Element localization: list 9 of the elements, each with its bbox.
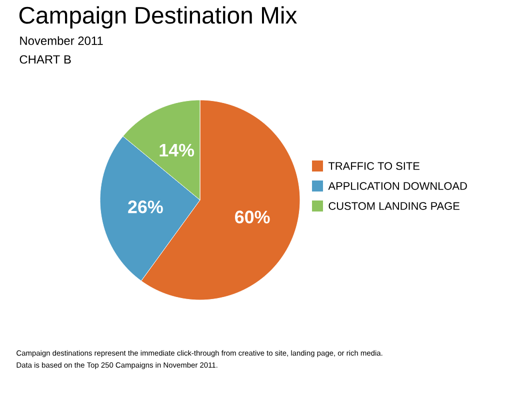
- chart-title: Campaign Destination Mix: [19, 6, 297, 28]
- data-label: 26%: [128, 200, 163, 214]
- legend-label: CUSTOM LANDING PAGE: [328, 202, 460, 210]
- chart-subtitle: November 2011: [20, 36, 103, 45]
- data-label: 14%: [160, 144, 194, 157]
- text: CHART B: [20, 55, 71, 64]
- data-label: 60%: [235, 210, 270, 224]
- legend-label: APPLICATION DOWNLOAD: [328, 182, 467, 190]
- legend-label: TRAFFIC TO SITE: [328, 162, 420, 170]
